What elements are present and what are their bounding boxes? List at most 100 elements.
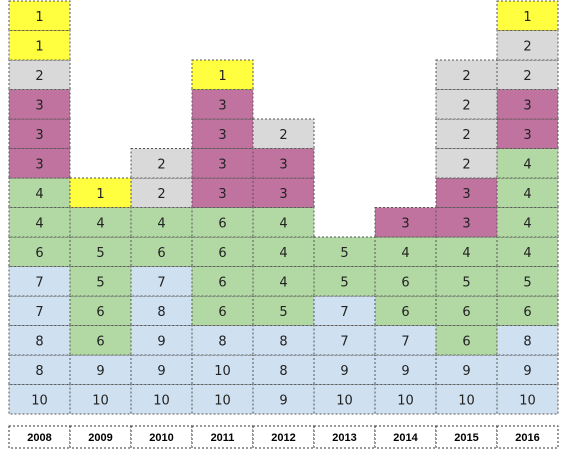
cell-box [496, 148, 559, 179]
cell-2008-13: 1 [8, 30, 71, 61]
cell-box [252, 384, 315, 415]
cell-2016-10: 3 [496, 118, 559, 149]
cell-value: 1 [523, 10, 531, 25]
cell-value: 2 [35, 69, 43, 84]
cell-value: 6 [523, 305, 531, 320]
cell-2016-8: 4 [496, 177, 559, 208]
cell-2013-2: 9 [313, 354, 376, 385]
cell-box [8, 384, 71, 415]
cell-2014-7: 3 [374, 207, 437, 238]
cell-value: 7 [35, 305, 43, 320]
cell-2009-3: 6 [69, 325, 132, 356]
cell-value: 2 [157, 157, 165, 172]
cell-2015-10: 2 [435, 118, 498, 149]
cell-2010-6: 6 [130, 236, 193, 267]
cell-2010-2: 9 [130, 354, 193, 385]
cell-value: 3 [218, 157, 226, 172]
cell-box [496, 207, 559, 238]
cell-box [496, 118, 559, 149]
cell-value: 2 [462, 69, 470, 84]
cell-box [191, 325, 254, 356]
cell-box [435, 148, 498, 179]
cell-value: 6 [462, 334, 470, 349]
year-label: 2008 [27, 432, 51, 444]
cell-value: 3 [218, 128, 226, 143]
cell-value: 4 [157, 216, 165, 231]
cell-value: 2 [462, 98, 470, 113]
cell-2008-12: 2 [8, 59, 71, 90]
cell-box [496, 59, 559, 90]
cell-value: 1 [96, 187, 104, 202]
cell-box [8, 207, 71, 238]
cell-box [496, 325, 559, 356]
cell-value: 8 [35, 364, 43, 379]
cell-box [191, 295, 254, 326]
cell-2015-1: 10 [435, 384, 498, 415]
cell-value: 4 [523, 157, 531, 172]
cell-value: 6 [218, 216, 226, 231]
cell-box [130, 148, 193, 179]
cell-value: 4 [401, 246, 409, 261]
cell-value: 8 [157, 305, 165, 320]
cell-value: 10 [458, 393, 475, 408]
cell-2014-5: 6 [374, 266, 437, 297]
cell-box [191, 354, 254, 385]
cell-2008-2: 8 [8, 354, 71, 385]
cell-2011-2: 10 [191, 354, 254, 385]
cell-2008-4: 7 [8, 295, 71, 326]
cell-box [496, 295, 559, 326]
cell-2013-5: 5 [313, 266, 376, 297]
cell-value: 9 [523, 364, 531, 379]
cell-value: 8 [35, 334, 43, 349]
cell-value: 10 [31, 393, 48, 408]
cell-box [252, 266, 315, 297]
cell-value: 6 [96, 334, 104, 349]
cell-box [496, 30, 559, 61]
cell-2013-3: 7 [313, 325, 376, 356]
cell-2014-6: 4 [374, 236, 437, 267]
cell-2016-7: 4 [496, 207, 559, 238]
cell-box [374, 236, 437, 267]
year-2016: 2016 [496, 425, 559, 449]
cell-box [435, 354, 498, 385]
cell-box [191, 177, 254, 208]
year-2015: 2015 [435, 425, 498, 449]
cell-box [374, 325, 437, 356]
cell-box [130, 354, 193, 385]
cell-2015-2: 9 [435, 354, 498, 385]
cell-box [8, 0, 71, 31]
cell-2011-12: 1 [191, 59, 254, 90]
cell-box [435, 177, 498, 208]
cell-2009-5: 5 [69, 266, 132, 297]
cell-box [8, 177, 71, 208]
cell-value: 4 [523, 216, 531, 231]
cell-2016-13: 2 [496, 30, 559, 61]
cell-2011-1: 10 [191, 384, 254, 415]
cell-value: 1 [218, 69, 226, 84]
cell-box [252, 295, 315, 326]
cell-2011-3: 8 [191, 325, 254, 356]
cell-2015-9: 2 [435, 148, 498, 179]
cell-value: 9 [157, 334, 165, 349]
cell-value: 1 [35, 39, 43, 54]
cell-box [374, 295, 437, 326]
cell-value: 3 [35, 157, 43, 172]
cell-box [69, 177, 132, 208]
cell-2015-8: 3 [435, 177, 498, 208]
cell-box [130, 266, 193, 297]
cell-value: 2 [462, 128, 470, 143]
cell-value: 6 [157, 246, 165, 261]
cells-layer: 1088776443332111096655411099876422101086… [8, 0, 559, 415]
cell-box [69, 295, 132, 326]
cell-box [435, 384, 498, 415]
cell-2014-3: 7 [374, 325, 437, 356]
cell-box [496, 236, 559, 267]
cell-value: 5 [96, 246, 104, 261]
cell-box [252, 118, 315, 149]
cell-2015-4: 6 [435, 295, 498, 326]
cell-value: 8 [279, 364, 287, 379]
year-2014: 2014 [374, 425, 437, 449]
cell-2012-4: 5 [252, 295, 315, 326]
cell-2011-4: 6 [191, 295, 254, 326]
cell-2015-12: 2 [435, 59, 498, 90]
